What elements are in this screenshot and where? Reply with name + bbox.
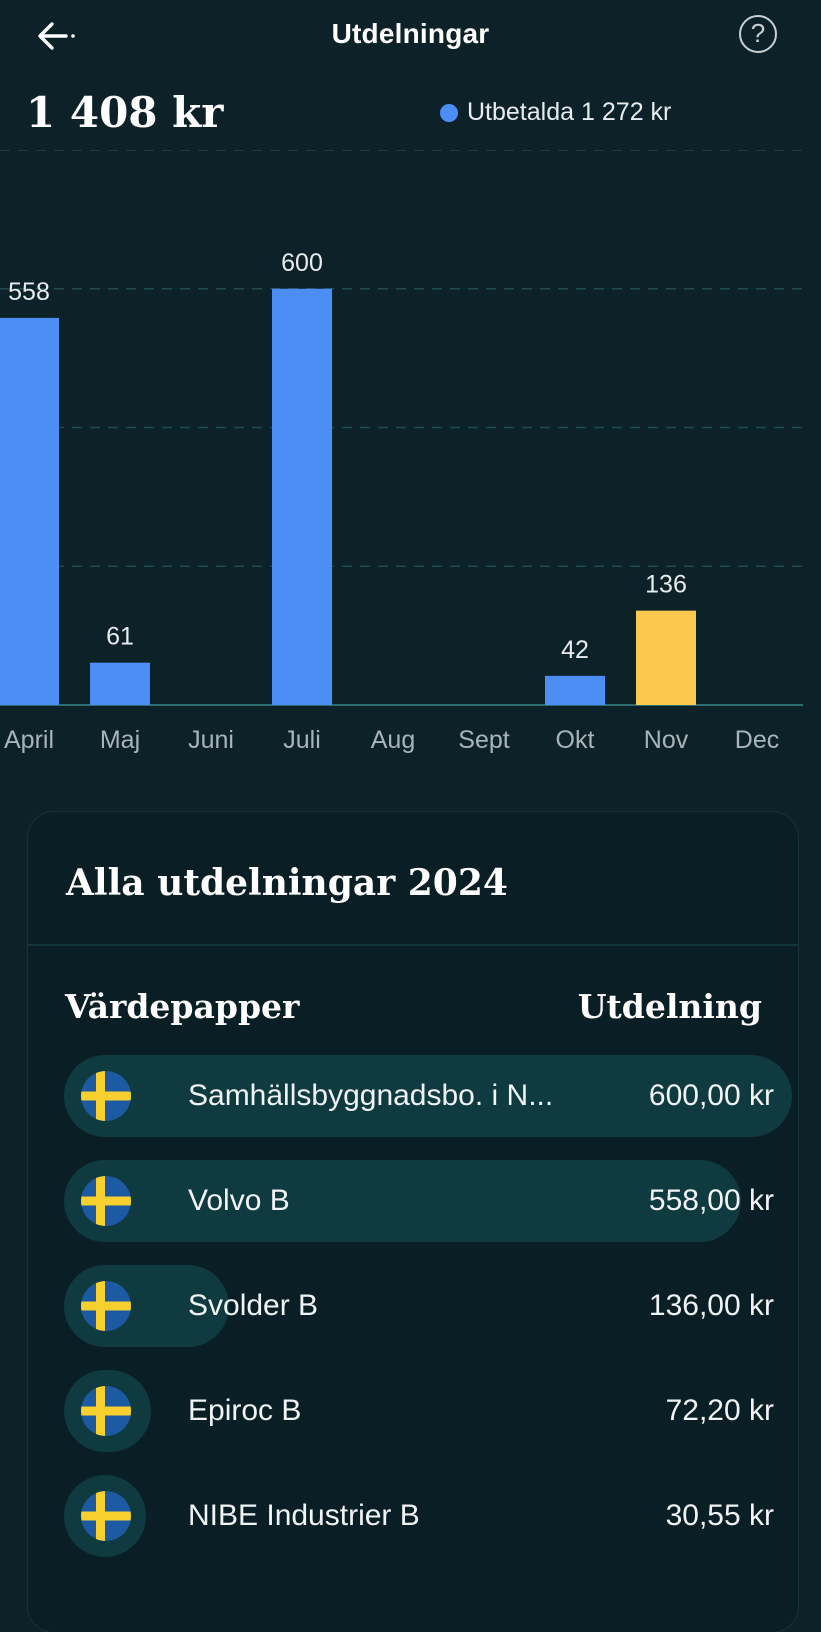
dividend-row[interactable]: Volvo B 558,00 kr: [64, 1160, 792, 1242]
legend-entry: Utbetalda 1 272 kr: [467, 98, 678, 127]
sweden-flag-icon: [81, 1281, 131, 1331]
card-title: Alla utdelningar 2024: [66, 862, 508, 904]
help-button[interactable]: ?: [739, 15, 777, 53]
chart-legend: Utbetalda 1 272 kr: [440, 98, 678, 127]
bar-value-label: 42: [561, 636, 589, 664]
bar-nov[interactable]: [636, 610, 696, 705]
sweden-flag-icon: [81, 1176, 131, 1226]
x-axis-label: Juni: [188, 726, 234, 754]
dividend-row[interactable]: Epiroc B 72,20 kr: [64, 1370, 792, 1452]
sweden-flag-icon: [81, 1386, 131, 1436]
arrow-left-icon: [38, 22, 75, 50]
x-axis-label: April: [4, 726, 54, 754]
sweden-flag-icon: [81, 1071, 131, 1121]
security-name: NIBE Industrier B: [188, 1499, 420, 1532]
sweden-flag-icon: [81, 1491, 131, 1541]
bar-value-label: 61: [106, 623, 134, 651]
bar-maj[interactable]: [90, 662, 150, 705]
dividend-amount: 600,00 kr: [648, 1079, 774, 1112]
dividend-amount: 558,00 kr: [648, 1184, 774, 1217]
top-bar: Utdelningar ?: [0, 0, 821, 72]
bar-april[interactable]: [0, 317, 59, 705]
x-axis-label: Sept: [458, 726, 509, 754]
bar-value-label: 136: [645, 571, 687, 599]
x-axis-label: Juli: [283, 726, 321, 754]
dividend-bar-chart: 558 61 600 42 136 April Maj Juni Juli Aug Sept Okt…: [0, 150, 803, 754]
bar-value-label: 600: [281, 249, 323, 277]
dividend-share-bar: [64, 1160, 741, 1242]
bar-okt[interactable]: [545, 675, 605, 705]
security-name: Svolder B: [188, 1289, 319, 1322]
legend-paid-dot: [440, 103, 458, 122]
dividend-amount: 30,55 kr: [665, 1499, 774, 1532]
security-name: Volvo B: [188, 1184, 290, 1217]
all-dividends-card: Alla utdelningar 2024 Värdepapper Utdeln…: [28, 812, 798, 1632]
dividend-row[interactable]: NIBE Industrier B 30,55 kr: [64, 1475, 792, 1557]
security-name: Epiroc B: [188, 1394, 302, 1427]
dividend-row[interactable]: Svolder B 136,00 kr: [64, 1265, 792, 1347]
x-axis-label: Nov: [644, 726, 689, 754]
back-button[interactable]: [32, 14, 84, 58]
x-axis-label: Okt: [556, 726, 595, 754]
security-name: Samhällsbyggnadsbo. i N...: [188, 1079, 554, 1112]
column-header-security: Värdepapper: [65, 987, 300, 1026]
x-axis-label: Maj: [100, 726, 140, 754]
dividend-amount: 136,00 kr: [648, 1289, 774, 1322]
x-axis-label: Aug: [371, 726, 415, 754]
dividend-row[interactable]: Samhällsbyggnadsbo. i N... 600,00 kr: [64, 1055, 792, 1137]
bar-juli[interactable]: [272, 288, 332, 705]
total-dividends: 1 408 kr: [26, 88, 224, 137]
legend-value: 1 272 kr: [581, 98, 672, 126]
legend-label: Utbetalda: [467, 98, 575, 126]
question-circle-icon: ?: [750, 18, 766, 48]
dividend-amount: 72,20 kr: [665, 1394, 774, 1427]
dividend-share-bar: [64, 1055, 792, 1137]
bar-value-label: 558: [8, 278, 50, 306]
x-axis-label: Dec: [735, 726, 779, 754]
column-header-dividend: Utdelning: [577, 987, 762, 1026]
page-title: Utdelningar: [331, 18, 490, 49]
card-divider: [28, 944, 798, 946]
